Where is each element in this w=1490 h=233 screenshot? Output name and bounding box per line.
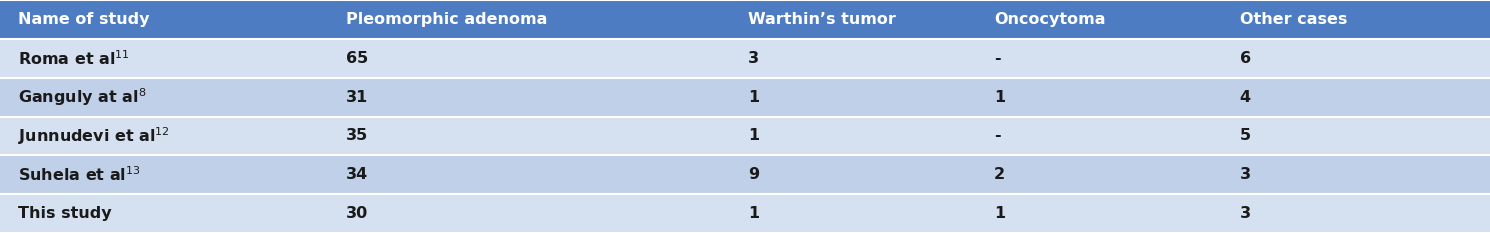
Text: 30: 30 <box>346 206 368 221</box>
Bar <box>976 0 1222 39</box>
Bar <box>730 78 976 116</box>
Text: -: - <box>994 128 1000 144</box>
Text: 1: 1 <box>994 89 1004 105</box>
Text: 1: 1 <box>748 128 758 144</box>
Text: 3: 3 <box>1240 167 1250 182</box>
Bar <box>1222 0 1490 39</box>
Text: Junnudevi et al$^{12}$: Junnudevi et al$^{12}$ <box>18 125 170 147</box>
Text: 4: 4 <box>1240 89 1250 105</box>
Bar <box>1222 39 1490 78</box>
Text: 1: 1 <box>748 206 758 221</box>
Bar <box>730 116 976 155</box>
Bar <box>328 116 730 155</box>
Text: 3: 3 <box>748 51 758 66</box>
Text: Warthin’s tumor: Warthin’s tumor <box>748 12 895 27</box>
Bar <box>1222 194 1490 233</box>
Text: 6: 6 <box>1240 51 1250 66</box>
Bar <box>328 78 730 116</box>
Bar <box>328 0 730 39</box>
Bar <box>1222 155 1490 194</box>
Bar <box>328 155 730 194</box>
Bar <box>328 39 730 78</box>
Text: 35: 35 <box>346 128 368 144</box>
Bar <box>730 39 976 78</box>
Bar <box>976 78 1222 116</box>
Bar <box>976 39 1222 78</box>
Text: 2: 2 <box>994 167 1004 182</box>
Text: Name of study: Name of study <box>18 12 149 27</box>
Bar <box>0 78 328 116</box>
Bar <box>730 0 976 39</box>
Bar <box>0 155 328 194</box>
Text: 3: 3 <box>1240 206 1250 221</box>
Text: Oncocytoma: Oncocytoma <box>994 12 1106 27</box>
Bar <box>0 116 328 155</box>
Bar <box>0 194 328 233</box>
Bar <box>1222 78 1490 116</box>
Bar <box>976 194 1222 233</box>
Text: 1: 1 <box>994 206 1004 221</box>
Bar <box>976 155 1222 194</box>
Text: 31: 31 <box>346 89 368 105</box>
Text: 65: 65 <box>346 51 368 66</box>
Bar <box>0 0 328 39</box>
Text: Pleomorphic adenoma: Pleomorphic adenoma <box>346 12 547 27</box>
Text: -: - <box>994 51 1000 66</box>
Text: Roma et al$^{11}$: Roma et al$^{11}$ <box>18 49 130 68</box>
Bar <box>0 39 328 78</box>
Text: 34: 34 <box>346 167 368 182</box>
Text: 1: 1 <box>748 89 758 105</box>
Bar <box>730 155 976 194</box>
Bar <box>730 194 976 233</box>
Text: Other cases: Other cases <box>1240 12 1347 27</box>
Bar <box>976 116 1222 155</box>
Bar <box>328 194 730 233</box>
Text: 5: 5 <box>1240 128 1250 144</box>
Text: 9: 9 <box>748 167 758 182</box>
Text: Ganguly at al$^{8}$: Ganguly at al$^{8}$ <box>18 86 146 108</box>
Bar <box>1222 116 1490 155</box>
Text: Suhela et al$^{13}$: Suhela et al$^{13}$ <box>18 165 140 184</box>
Text: This study: This study <box>18 206 112 221</box>
